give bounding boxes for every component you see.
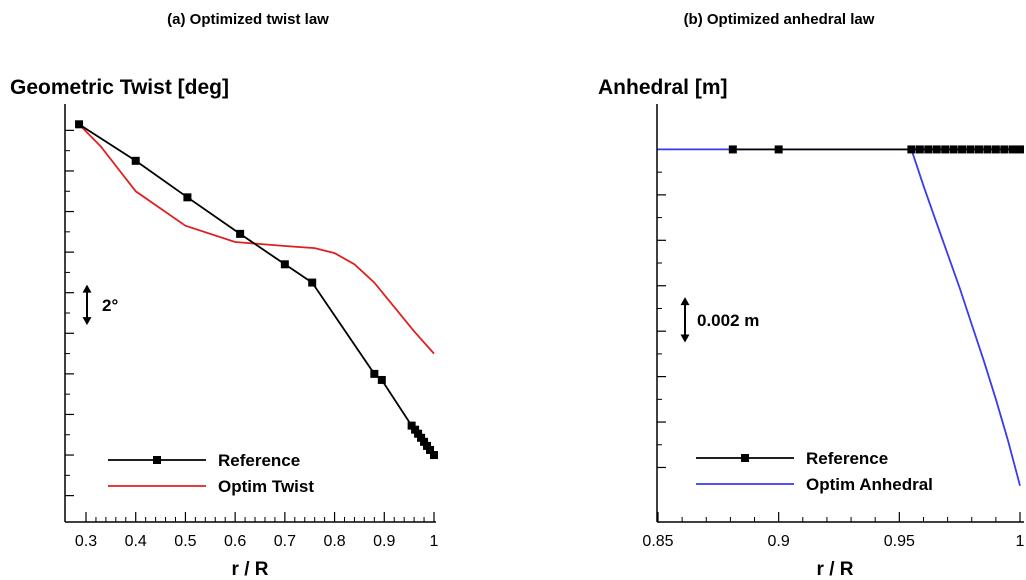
panel-a-legend: Reference Optim Twist	[108, 451, 314, 496]
reference-marker	[949, 145, 958, 154]
panel-b-legend: Reference Optim Anhedral	[696, 449, 933, 494]
reference-marker	[131, 156, 140, 165]
panel-b-scale-bar: 0.002 m	[680, 297, 759, 343]
panel-a-axes: 0.3 0.4 0.5 0.6 0.7 0.8 0.9 1	[64, 104, 439, 550]
reference-marker	[728, 145, 737, 154]
reference-marker	[411, 425, 420, 434]
x-tick-label: 0.9	[768, 533, 790, 550]
reference-marker	[414, 429, 423, 438]
x-tick-label: 0.3	[75, 533, 97, 550]
panel-twist: (a) Optimized twist law Geometric Twist …	[10, 11, 439, 580]
reference-marker	[370, 369, 379, 378]
reference-marker	[426, 445, 435, 454]
scale-bar-arrow-up	[82, 284, 92, 293]
reference-marker	[377, 375, 386, 384]
reference-marker	[420, 437, 429, 446]
reference-marker	[308, 278, 317, 287]
x-tick-label: 0.6	[224, 533, 246, 550]
panel-a-caption: (a) Optimized twist law	[167, 11, 329, 28]
x-tick-label: 0.7	[274, 533, 296, 550]
legend-reference-label: Reference	[218, 451, 300, 470]
reference-marker	[280, 260, 289, 269]
x-tick-label: 1	[1016, 533, 1025, 550]
reference-marker	[75, 120, 84, 129]
legend-reference-marker	[153, 456, 161, 464]
reference-marker	[907, 145, 916, 154]
x-tick-label: 0.95	[884, 533, 915, 550]
legend-optim-twist-label: Optim Twist	[218, 477, 314, 496]
x-tick-label: 0.4	[125, 533, 147, 550]
panel-b-caption: (b) Optimized anhedral law	[684, 11, 875, 28]
reference-marker	[1008, 145, 1017, 154]
x-tick-label: 0.8	[323, 533, 345, 550]
reference-marker	[236, 229, 245, 238]
reference-marker	[958, 145, 967, 154]
reference-marker	[974, 145, 983, 154]
reference-marker	[183, 193, 192, 202]
x-tick-label: 0.5	[174, 533, 196, 550]
panel-anhedral: (b) Optimized anhedral law Anhedral [m] …	[598, 11, 1025, 580]
reference-marker	[915, 145, 924, 154]
scale-bar-arrow-down	[680, 334, 690, 343]
reference-marker	[423, 441, 432, 450]
panel-b-title: Anhedral [m]	[598, 76, 728, 99]
reference-marker	[407, 421, 416, 430]
scale-bar-label: 2°	[102, 296, 118, 315]
panel-a-x-axis-label: r / R	[232, 559, 269, 580]
scale-bar-arrow-up	[680, 297, 690, 306]
panel-b-axes: 0.85 0.9 0.95 1	[642, 104, 1025, 550]
scale-bar-arrow-down	[82, 317, 92, 326]
x-tick-label: 1	[430, 533, 439, 550]
reference-marker	[924, 145, 933, 154]
reference-marker	[417, 433, 426, 442]
reference-marker	[991, 145, 1000, 154]
legend-optim-anhedral-label: Optim Anhedral	[806, 475, 933, 494]
panel-b-series	[658, 145, 1024, 486]
panel-a-scale-bar: 2°	[82, 284, 118, 326]
optim-twist-line	[78, 123, 435, 355]
reference-marker	[983, 145, 992, 154]
legend-reference-label: Reference	[806, 449, 888, 468]
panel-b-x-axis-label: r / R	[817, 559, 854, 580]
x-tick-label: 0.85	[642, 533, 673, 550]
reference-marker	[774, 145, 783, 154]
reference-marker	[1016, 145, 1024, 154]
reference-marker	[430, 451, 438, 460]
scale-bar-label: 0.002 m	[697, 311, 759, 330]
reference-marker	[932, 145, 941, 154]
reference-marker	[1000, 145, 1009, 154]
reference-marker	[941, 145, 950, 154]
panel-a-series	[75, 120, 438, 460]
panel-a-title: Geometric Twist [deg]	[10, 76, 229, 99]
reference-marker	[966, 145, 975, 154]
x-tick-label: 0.9	[373, 533, 395, 550]
legend-reference-marker	[741, 454, 749, 462]
